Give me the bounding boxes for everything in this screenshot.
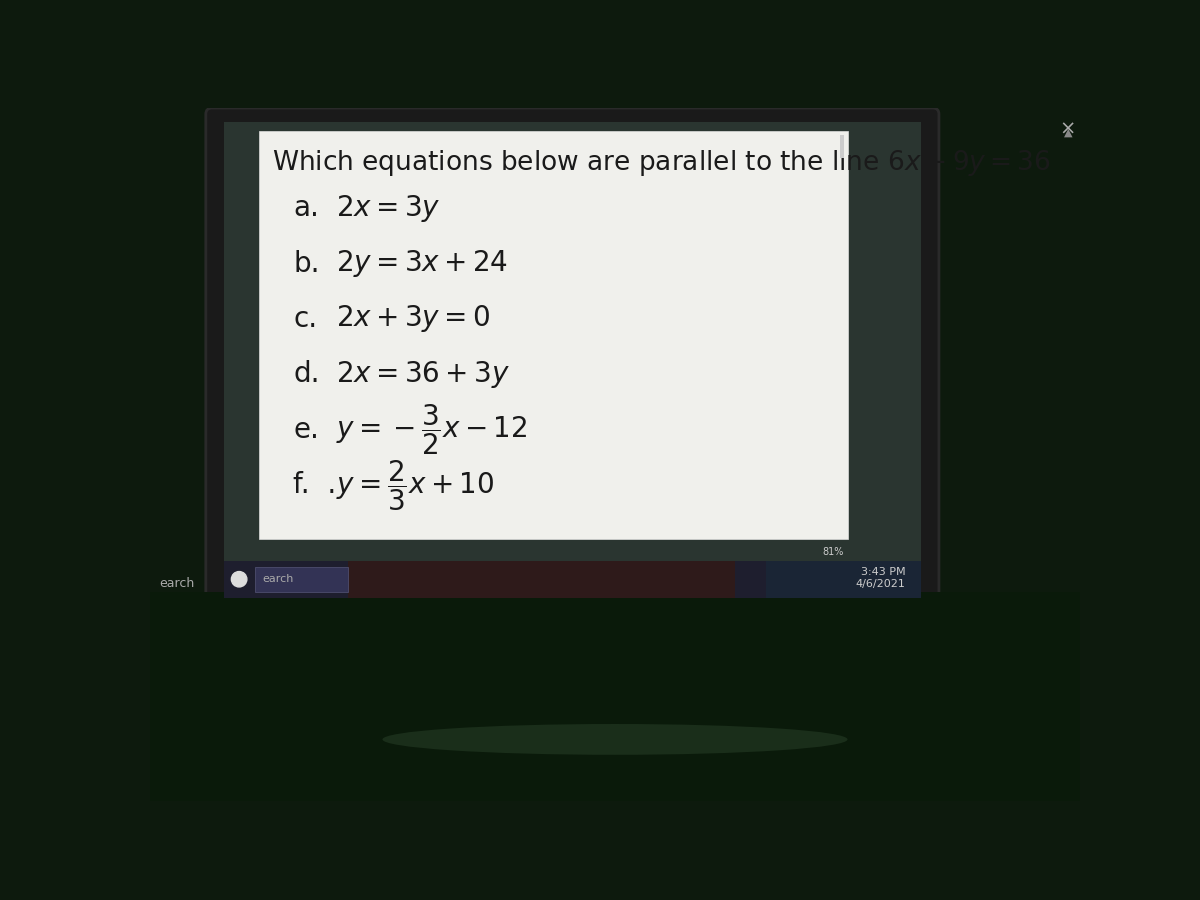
Text: earch: earch <box>263 574 294 584</box>
Text: $2x + 3y = 0$: $2x + 3y = 0$ <box>336 303 490 335</box>
Text: ×: × <box>1060 120 1076 139</box>
Text: f.  .: f. . <box>293 472 337 500</box>
Bar <box>223 122 922 584</box>
Bar <box>223 561 922 598</box>
Text: $2x = 3y$: $2x = 3y$ <box>336 193 440 223</box>
Bar <box>254 567 348 591</box>
Text: e.: e. <box>293 416 319 444</box>
Text: 81%: 81% <box>822 546 844 556</box>
Bar <box>840 135 845 158</box>
Bar <box>348 561 736 598</box>
Ellipse shape <box>383 724 847 755</box>
Text: $y = \dfrac{2}{3}x + 10$: $y = \dfrac{2}{3}x + 10$ <box>336 458 494 513</box>
Text: d.: d. <box>293 360 320 389</box>
Text: earch: earch <box>160 578 194 590</box>
Bar <box>150 591 1080 801</box>
Text: 4/6/2021: 4/6/2021 <box>856 579 906 589</box>
Text: Which equations below are parallel to the line $6x - 9y = 36$: Which equations below are parallel to th… <box>272 148 1051 178</box>
Text: $2x = 36 + 3y$: $2x = 36 + 3y$ <box>336 359 510 390</box>
Text: $2y = 3x + 24$: $2y = 3x + 24$ <box>336 248 508 279</box>
Text: ▲: ▲ <box>1063 127 1073 137</box>
Text: a.: a. <box>293 194 319 222</box>
Bar <box>766 561 922 598</box>
Bar <box>223 584 922 598</box>
Bar <box>258 131 847 539</box>
Text: 3:43 PM: 3:43 PM <box>862 566 906 577</box>
Text: b.: b. <box>293 249 320 277</box>
FancyBboxPatch shape <box>206 108 938 598</box>
Circle shape <box>232 572 247 587</box>
Text: $y = -\dfrac{3}{2}x - 12$: $y = -\dfrac{3}{2}x - 12$ <box>336 402 527 457</box>
Text: c.: c. <box>293 305 318 333</box>
